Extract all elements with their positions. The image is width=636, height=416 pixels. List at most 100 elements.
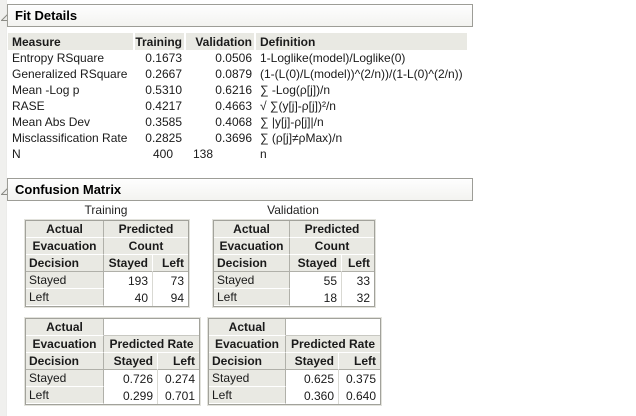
- row-label: Stayed: [209, 370, 286, 387]
- predicted-header-line2: Count: [290, 238, 374, 255]
- training-value: 0.5310: [145, 83, 182, 97]
- training-value: 0.2825: [145, 131, 182, 145]
- measure-cell: Mean Abs Dev: [12, 115, 91, 129]
- validation-value: 0.0506: [215, 51, 252, 65]
- row-label: Left: [26, 289, 104, 306]
- validation-value: 0.4068: [215, 115, 252, 129]
- measure-cell: Generalized RSquare: [12, 67, 128, 81]
- definition-cell: ∑ |y[j]-ρ[j]|/n: [260, 115, 324, 129]
- rate-value: 0.274: [164, 371, 195, 386]
- sub-column-stayed: Stayed: [104, 255, 153, 272]
- measure-cell: Misclassification Rate: [12, 131, 128, 145]
- sub-column-left: Left: [153, 255, 188, 272]
- validation-value: 0.3696: [215, 131, 252, 145]
- definition-cell: (1-(L(0)/L(model))^(2/n))/(1-L(0)^(2/n)): [260, 67, 463, 81]
- actual-header-line2: Evacuation: [209, 336, 286, 353]
- training-value: 0.2667: [145, 67, 182, 81]
- predicted-rate-header: Predicted Rate: [104, 336, 199, 353]
- rate-value: 0.701: [164, 388, 195, 403]
- measure-cell: Entropy RSquare: [12, 51, 105, 65]
- validation-value: 0.6216: [215, 83, 252, 97]
- rate-value: 0.360: [286, 387, 339, 404]
- row-label: Left: [26, 387, 104, 404]
- rate-value: 0.299: [104, 387, 158, 404]
- actual-header-line3: Decision: [209, 353, 286, 370]
- training-value: 400: [152, 147, 173, 161]
- fit-details-column-header-row: Measure Training Validation Definition: [8, 33, 467, 50]
- count-value: 55: [290, 272, 342, 289]
- definition-cell: 1-Loglike(model)/Loglike(0): [260, 51, 406, 65]
- actual-header-line2: Evacuation: [26, 238, 104, 255]
- predicted-header-line1: Predicted: [290, 221, 374, 238]
- actual-header-line1: Actual: [26, 221, 104, 238]
- fit-details-title: Fit Details: [15, 8, 78, 23]
- count-value: 193: [104, 272, 153, 289]
- confusion-table-training-rate: Actual Evacuation Predicted Rate Decisio…: [25, 318, 200, 405]
- count-value: 94: [170, 290, 184, 305]
- column-header-training: Training: [135, 33, 184, 50]
- column-header-validation: Validation: [186, 33, 254, 50]
- count-value: 73: [170, 273, 184, 288]
- training-value: 0.4217: [145, 99, 182, 113]
- fit-details-row: Entropy RSquare 0.1673 0.0506 1-Loglike(…: [8, 50, 467, 66]
- sub-column-left: Left: [339, 353, 380, 370]
- rate-value: 0.625: [286, 370, 339, 387]
- validation-group-label: Validation: [267, 203, 319, 217]
- count-value: 18: [290, 289, 342, 306]
- training-group-label: Training: [84, 203, 128, 217]
- training-value: 0.3585: [145, 115, 182, 129]
- definition-cell: √ ∑(y[j]-ρ[j])²/n: [260, 99, 336, 113]
- validation-value: 0.0879: [215, 67, 252, 81]
- actual-header-line1: Actual: [26, 319, 104, 336]
- count-value: 32: [356, 290, 370, 305]
- confusion-matrix-panel-header: Confusion Matrix: [7, 178, 473, 201]
- confusion-table-validation-rate: Actual Evacuation Predicted Rate Decisio…: [208, 318, 381, 405]
- fit-details-row: Generalized RSquare 0.2667 0.0879 (1-(L(…: [8, 66, 467, 82]
- fit-details-panel-header: Fit Details: [7, 4, 473, 27]
- actual-header-line3: Decision: [26, 255, 104, 272]
- row-label: Stayed: [214, 272, 290, 289]
- sub-column-left: Left: [342, 255, 374, 272]
- predicted-rate-header: Predicted Rate: [286, 336, 380, 353]
- measure-cell: Mean -Log p: [12, 83, 80, 97]
- fit-details-row: RASE 0.4217 0.4663 √ ∑(y[j]-ρ[j])²/n: [8, 98, 467, 114]
- confusion-matrix-title: Confusion Matrix: [15, 182, 122, 197]
- predicted-header-spacer: [104, 319, 199, 336]
- column-header-measure: Measure: [8, 33, 133, 50]
- confusion-table-validation-count: Actual Predicted Evacuation Count Decisi…: [213, 220, 375, 307]
- validation-value: 138: [192, 147, 213, 161]
- actual-header-line1: Actual: [214, 221, 290, 238]
- fit-details-row: Misclassification Rate 0.2825 0.3696 ∑ (…: [8, 130, 467, 146]
- fit-details-table: Measure Training Validation Definition E…: [8, 33, 467, 162]
- predicted-header-line1: Predicted: [104, 221, 188, 238]
- rate-value: 0.726: [104, 370, 158, 387]
- actual-header-line3: Decision: [26, 353, 104, 370]
- actual-header-line2: Evacuation: [26, 336, 104, 353]
- predicted-header-line2: Count: [104, 238, 188, 255]
- confusion-table-training-count: Actual Predicted Evacuation Count Decisi…: [25, 220, 189, 307]
- window-edge-strip: [0, 0, 7, 416]
- measure-cell: RASE: [12, 99, 45, 113]
- fit-details-row: Mean -Log p 0.5310 0.6216 ∑ -Log(ρ[j])/n: [8, 82, 467, 98]
- predicted-header-spacer: [286, 319, 380, 336]
- sub-column-stayed: Stayed: [286, 353, 339, 370]
- actual-header-line1: Actual: [209, 319, 286, 336]
- validation-value: 0.4663: [215, 99, 252, 113]
- fit-details-row: N 400 138 n: [8, 146, 467, 162]
- definition-cell: ∑ (ρ[j]≠ρMax)/n: [260, 131, 343, 145]
- training-value: 0.1673: [145, 51, 182, 65]
- measure-cell: N: [12, 147, 21, 161]
- row-label: Stayed: [26, 272, 104, 289]
- definition-cell: ∑ -Log(ρ[j])/n: [260, 83, 331, 97]
- rate-value: 0.375: [345, 371, 376, 386]
- sub-column-stayed: Stayed: [290, 255, 342, 272]
- actual-header-line3: Decision: [214, 255, 290, 272]
- column-header-definition: Definition: [256, 33, 467, 50]
- count-value: 33: [356, 273, 370, 288]
- count-value: 40: [104, 289, 153, 306]
- definition-cell: n: [260, 147, 267, 161]
- fit-details-row: Mean Abs Dev 0.3585 0.4068 ∑ |y[j]-ρ[j]|…: [8, 114, 467, 130]
- row-label: Left: [214, 289, 290, 306]
- sub-column-stayed: Stayed: [104, 353, 158, 370]
- actual-header-line2: Evacuation: [214, 238, 290, 255]
